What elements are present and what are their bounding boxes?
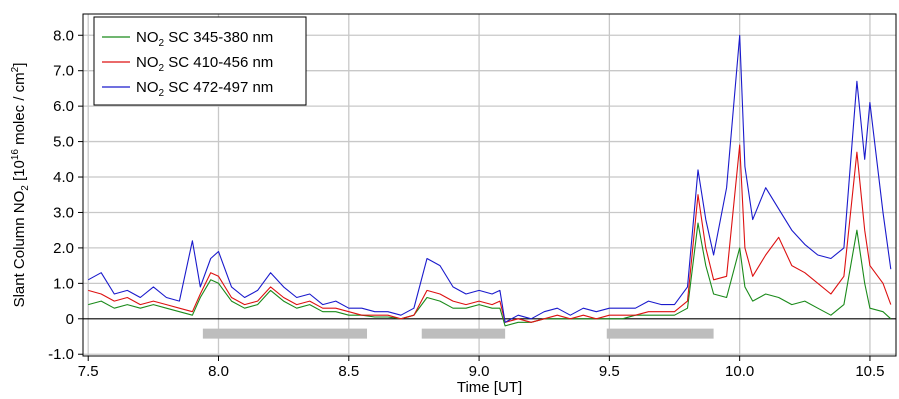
series-line-2 [88,144,892,323]
x-tick-label: 7.5 [78,363,99,380]
y-axis-ticks: -1.0 0 1.0 2.0 3.0 4.0 5.0 6.0 7.0 8.0 [48,27,83,363]
x-tick-label: 10.5 [855,363,884,380]
legend: NO2 SC 345-380 nm NO2 SC 410-456 nm NO2 SC… [93,16,307,106]
y-tick-label: 1.0 [53,275,74,292]
y-tick-label: 7.0 [53,63,74,80]
legend-label-2: NO2 SC 410-456 nm [136,54,273,74]
series-line-3 [87,34,892,323]
x-tick-label: 8.0 [208,363,229,380]
x-tick-label: 10.0 [725,363,754,380]
legend-label-3: NO2 SC 472-497 nm [136,79,273,99]
y-tick-label: 0 [66,311,74,328]
y-tick-label: 8.0 [53,27,74,44]
y-tick-label: 2.0 [53,240,74,257]
x-tick-label: 9.5 [599,363,620,380]
x-tick-label: 9.0 [469,363,490,380]
y-tick-label: -1.0 [48,346,74,363]
plot-frame [82,13,897,357]
series-line-1 [88,222,892,327]
x-axis-label: Time [UT] [457,379,522,396]
legend-label-1: NO2 SC 345-380 nm [136,29,273,49]
series-lines [87,34,892,327]
y-tick-label: 6.0 [53,98,74,115]
y-tick-label: 4.0 [53,169,74,186]
legend-box [93,16,307,106]
x-axis-ticks: 7.5 8.0 8.5 9.0 9.5 10.0 10.5 [78,356,885,380]
x-tick-label: 8.5 [338,363,359,380]
y-tick-label: 5.0 [53,134,74,151]
grid [83,14,896,356]
y-axis-label: Slant Column NO2 [1016 molec / cm2] [10,63,31,308]
y-tick-label: 3.0 [53,204,74,221]
